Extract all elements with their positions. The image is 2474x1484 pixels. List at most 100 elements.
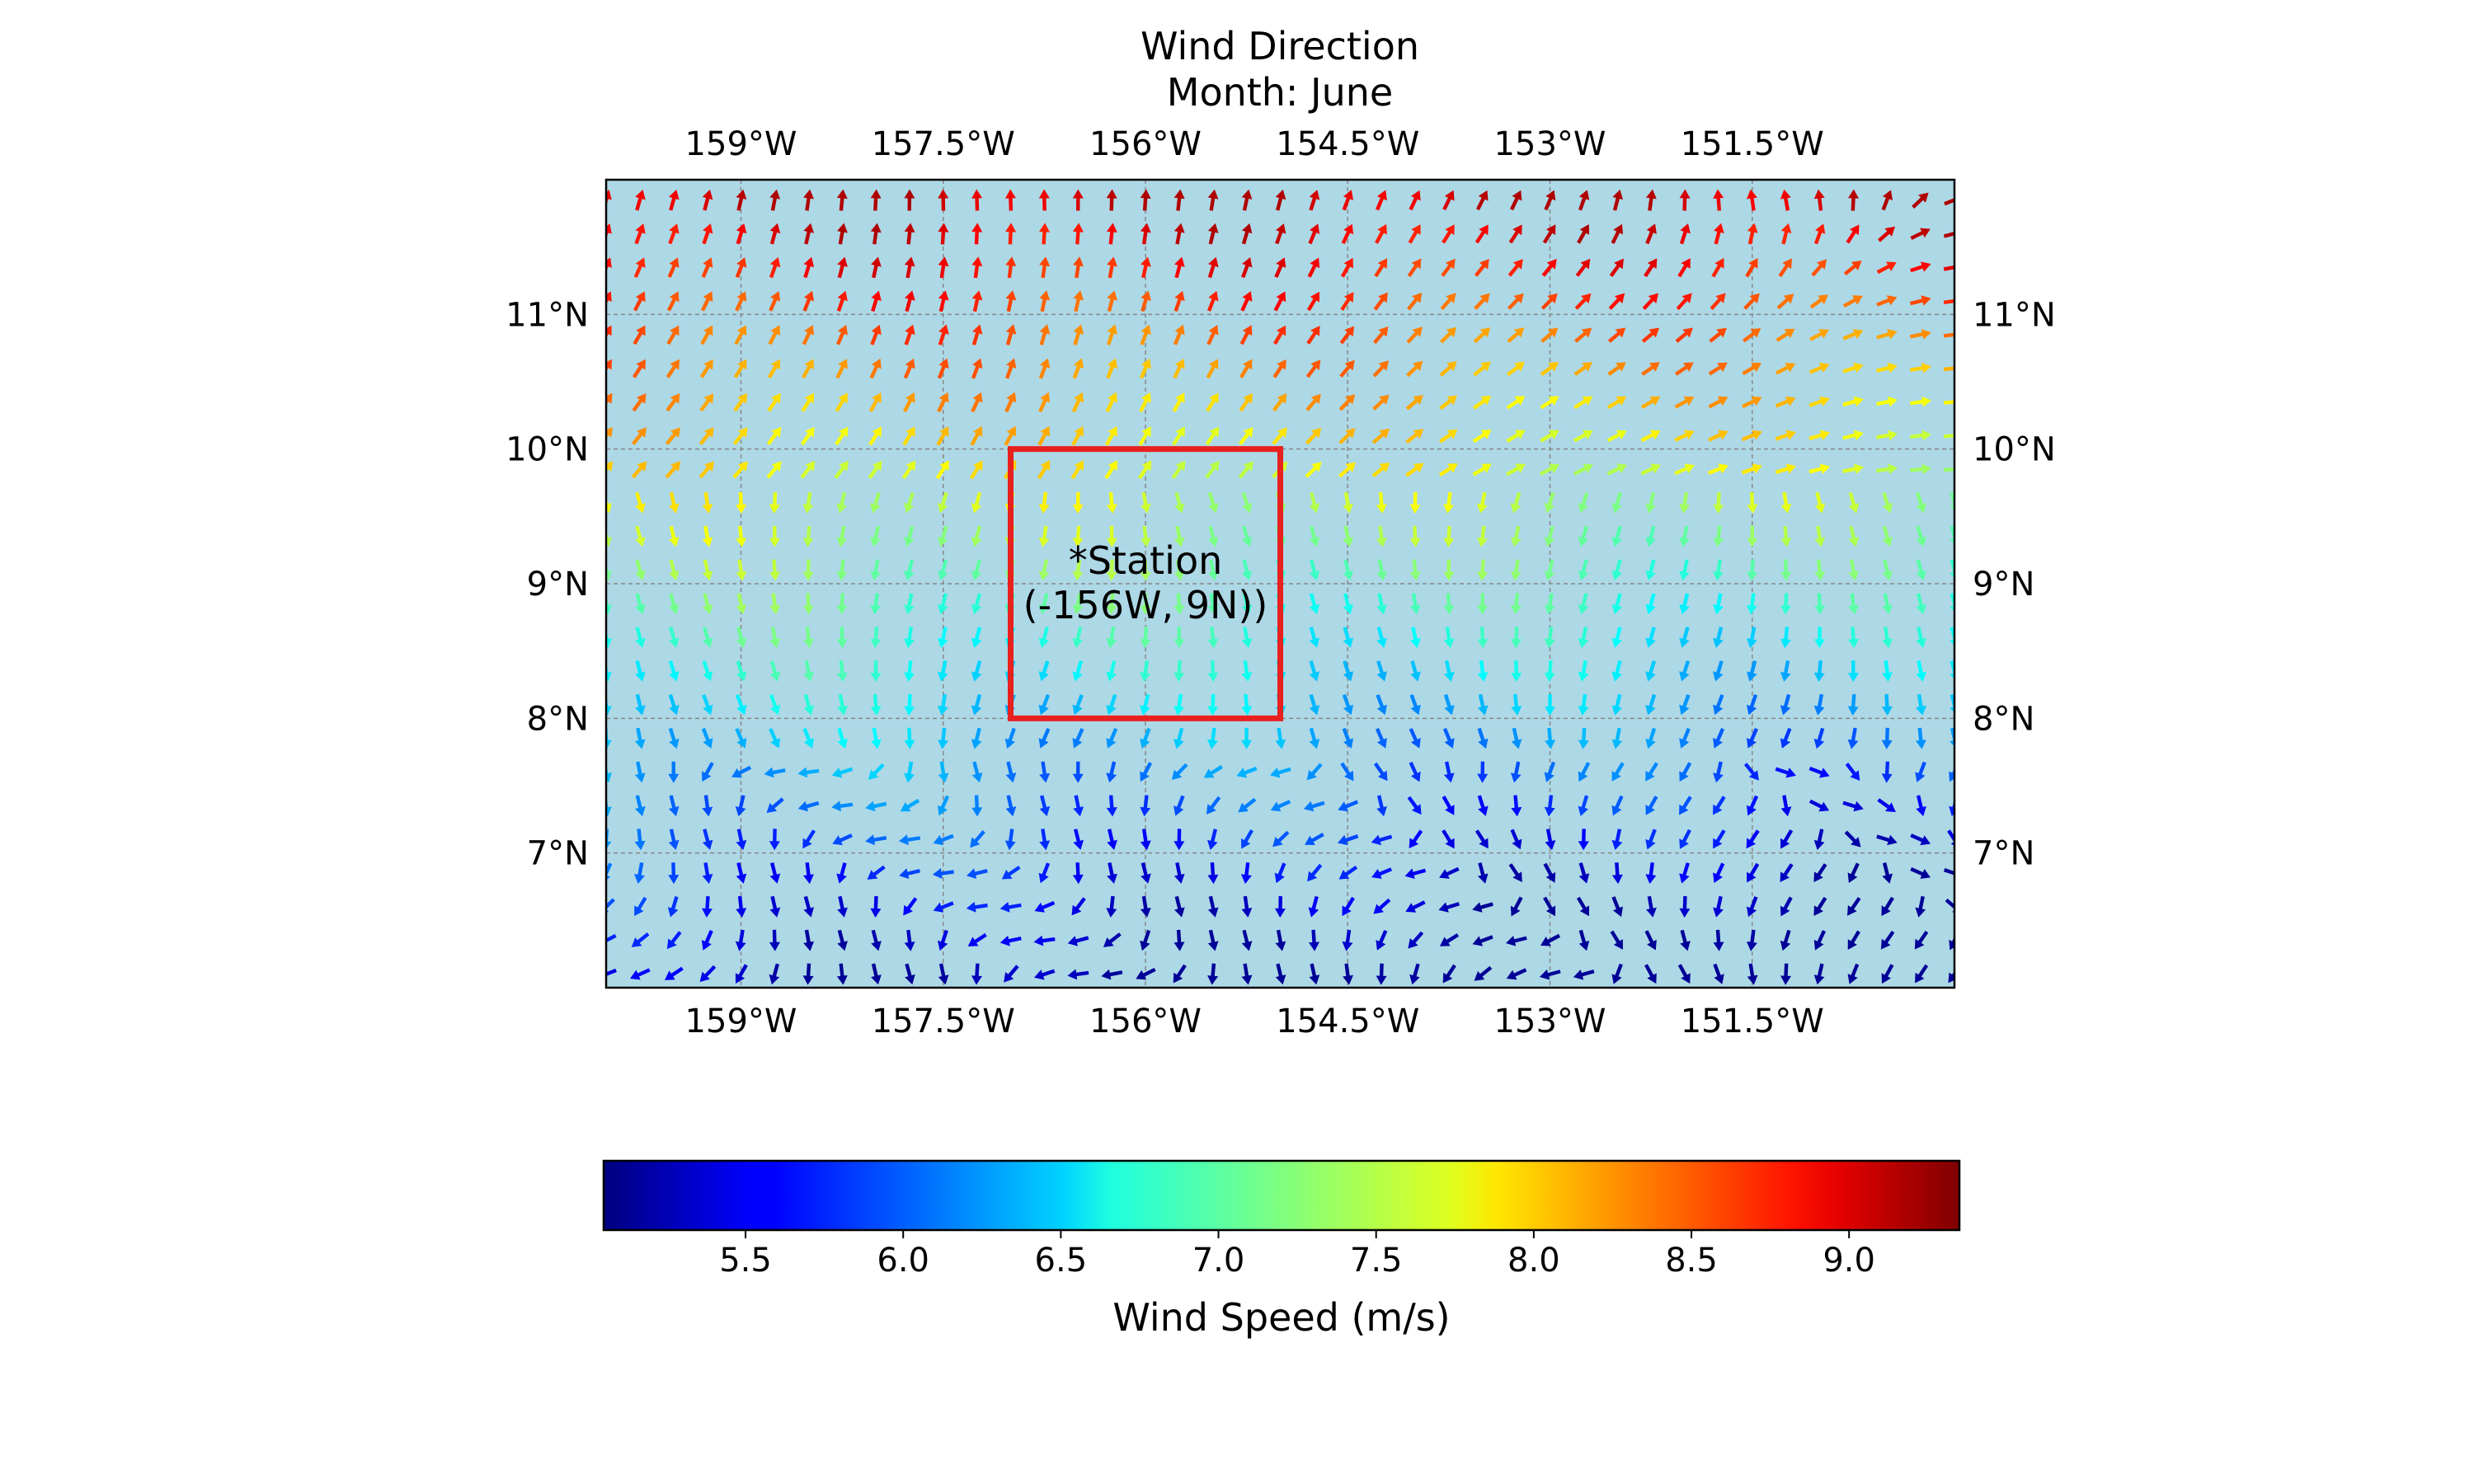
wind-arrow (1679, 593, 1690, 615)
wind-arrow (668, 525, 680, 547)
wind-arrow (870, 593, 882, 615)
wind-arrow (1174, 795, 1185, 816)
wind-arrow (1343, 627, 1353, 648)
wind-arrow (832, 834, 853, 846)
lon-ticks-bottom: 159°W 157.5°W 156°W 154.5°W 153°W 151.5°W (685, 1003, 1824, 1040)
wind-arrow (635, 693, 646, 716)
wind-arrow (1611, 862, 1623, 885)
wind-arrow (1780, 223, 1792, 245)
wind-arrow (1814, 559, 1826, 581)
wind-arrow (971, 358, 983, 379)
wind-arrow (904, 593, 915, 615)
wind-arrow (1645, 660, 1656, 682)
wind-arrow (1708, 430, 1729, 442)
wind-arrow (1743, 293, 1760, 310)
wind-arrow (1376, 795, 1387, 817)
wind-arrow (1241, 660, 1253, 682)
wind-arrow (1443, 593, 1455, 615)
wind-arrow (1508, 224, 1522, 244)
wind-arrow (1106, 593, 1117, 615)
wind-arrow (1610, 930, 1623, 950)
wind-arrow (1309, 627, 1320, 648)
lon-tick-label-bottom: 151.5°W (1681, 1003, 1824, 1040)
wind-arrow (1708, 396, 1729, 409)
wind-arrow (1174, 189, 1185, 211)
wind-arrow (1072, 525, 1084, 547)
wind-arrow (1241, 895, 1253, 918)
wind-arrow (1813, 189, 1825, 211)
wind-arrow (634, 223, 646, 245)
wind-arrow (1207, 693, 1219, 716)
wind-arrow (766, 426, 782, 445)
wind-arrow (870, 895, 882, 918)
wind-arrow (1847, 660, 1859, 683)
wind-arrow (1780, 593, 1791, 615)
wind-arrow (971, 189, 983, 211)
wind-arrow (1780, 963, 1791, 985)
wind-arrow (971, 727, 982, 749)
wind-arrow (1103, 932, 1122, 947)
wind-arrow (736, 895, 747, 918)
wind-arrow (1916, 525, 1926, 547)
wind-arrow (1808, 396, 1830, 407)
wind-arrow (1005, 256, 1017, 279)
wind-arrow (698, 427, 714, 445)
wind-arrow (1174, 223, 1185, 245)
wind-arrow (1544, 525, 1555, 547)
wind-arrow (803, 929, 814, 951)
wind-arrow (1814, 491, 1826, 514)
wind-arrow (1376, 593, 1387, 615)
wind-arrow (1644, 930, 1657, 951)
wind-arrow (1173, 964, 1187, 984)
wind-arrow (1140, 324, 1151, 345)
wind-arrow (834, 460, 849, 479)
wind-arrow (1073, 795, 1084, 817)
wind-arrow (1338, 462, 1356, 478)
wind-arrow (1478, 862, 1489, 884)
wind-arrow (801, 392, 815, 412)
wind-arrow (871, 929, 882, 951)
wind-arrow (904, 525, 915, 547)
wind-arrow (1239, 325, 1253, 345)
wind-arrow (1174, 559, 1185, 581)
wind-arrow (1442, 190, 1455, 211)
wind-arrow (868, 392, 882, 412)
wind-arrow (971, 223, 983, 245)
wind-arrow (902, 426, 915, 446)
wind-arrow (1474, 965, 1493, 981)
wind-arrow (1038, 559, 1050, 581)
wind-arrow (1034, 900, 1056, 913)
colorbar-tick-label: 6.0 (877, 1242, 929, 1280)
wind-arrow (1376, 660, 1387, 682)
station-box (1008, 446, 1283, 721)
wind-arrow (1611, 693, 1623, 716)
wind-arrow (1747, 593, 1757, 615)
wind-arrow (1207, 491, 1219, 514)
wind-arrow (632, 427, 647, 445)
wind-arrow (1848, 491, 1860, 514)
wind-arrow (1915, 895, 1926, 918)
wind-arrow (971, 761, 983, 783)
wind-arrow (1439, 429, 1458, 444)
lon-tick-label-top: 154.5°W (1276, 125, 1419, 163)
wind-arrow (1410, 627, 1421, 649)
wind-arrow (736, 525, 747, 547)
colorbar-tick-label: 8.5 (1665, 1242, 1718, 1280)
wind-arrow (606, 764, 612, 783)
wind-arrow (1443, 559, 1455, 581)
wind-arrow (1239, 392, 1253, 412)
wind-arrow (802, 491, 814, 514)
wind-arrow (1140, 189, 1151, 211)
wind-arrow (1679, 727, 1691, 749)
wind-arrow (1882, 862, 1893, 884)
wind-arrow (1510, 491, 1522, 514)
wind-arrow (971, 491, 982, 514)
wind-arrow (1309, 929, 1319, 951)
wind-arrow (666, 393, 680, 412)
wind-arrow (1072, 660, 1084, 682)
wind-arrow (606, 529, 612, 547)
wind-arrow (1540, 327, 1559, 343)
wind-arrow (630, 968, 651, 980)
wind-arrow (1708, 362, 1728, 376)
wind-arrow (936, 426, 949, 446)
